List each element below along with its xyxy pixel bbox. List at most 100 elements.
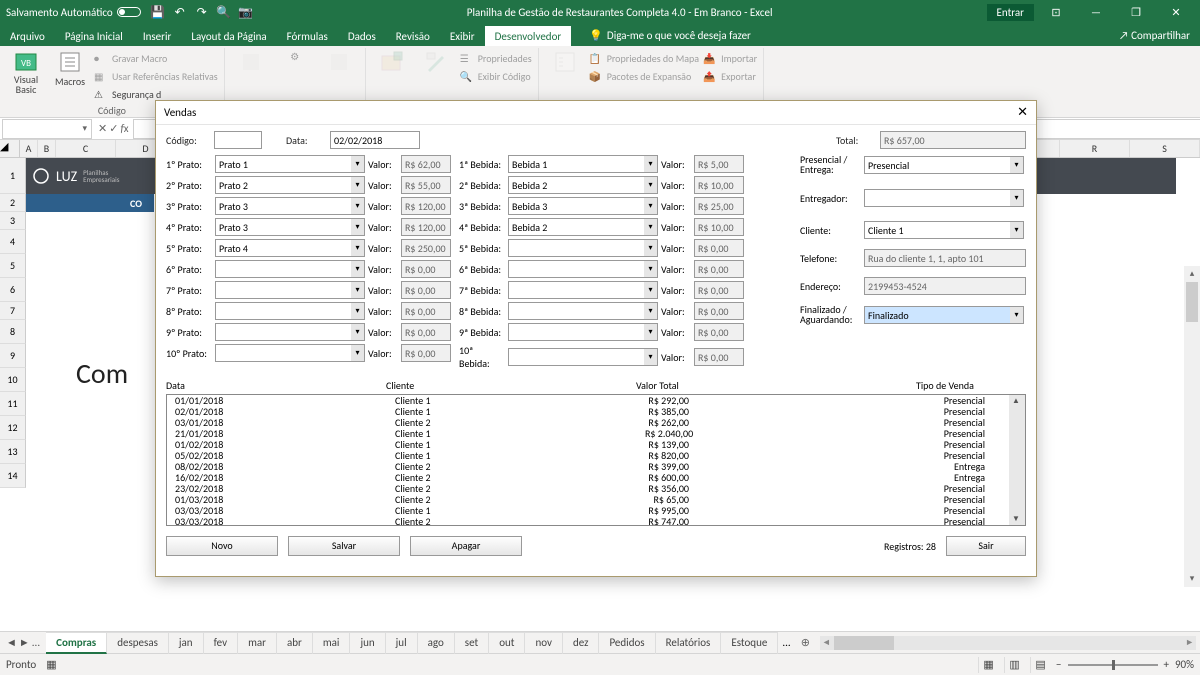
row-header[interactable]: 10	[0, 368, 26, 392]
maximize-icon[interactable]: ❐	[1118, 0, 1154, 24]
row-header[interactable]: 3	[0, 212, 26, 230]
chevron-down-icon[interactable]: ▾	[644, 281, 658, 299]
tell-me-search[interactable]: 💡 Diga-me o que você deseja fazer	[579, 25, 761, 46]
chevron-down-icon[interactable]: ▾	[644, 323, 658, 341]
minimize-icon[interactable]: —	[1078, 0, 1114, 24]
chevron-down-icon[interactable]: ▾	[644, 218, 658, 236]
visual-basic-button[interactable]: VB Visual Basic	[6, 50, 46, 103]
row-header[interactable]: 8	[0, 320, 26, 344]
prato-select[interactable]	[215, 323, 351, 341]
presencial-select[interactable]: Presencial	[864, 156, 1010, 174]
chevron-down-icon[interactable]: ▾	[644, 239, 658, 257]
bebida-select[interactable]	[508, 281, 644, 299]
tab-review[interactable]: Revisão	[386, 26, 440, 46]
chevron-down-icon[interactable]: ▾	[351, 323, 365, 341]
record-macro-button[interactable]: ⏺Gravar Macro	[94, 50, 218, 67]
list-item[interactable]: Entrega	[713, 461, 993, 472]
sheet-tab[interactable]: jun	[350, 632, 385, 654]
zoom-slider[interactable]	[1068, 664, 1158, 666]
sheet-tab[interactable]: abr	[277, 632, 313, 654]
tab-insert[interactable]: Inserir	[133, 26, 182, 46]
records-listbox[interactable]: 01/01/201802/01/201803/01/201821/01/2018…	[166, 394, 1026, 526]
bebida-select[interactable]: Bebida 2	[508, 218, 644, 236]
prato-select[interactable]	[215, 281, 351, 299]
chevron-down-icon[interactable]: ▾	[1010, 221, 1024, 239]
column-header[interactable]: S	[1130, 140, 1200, 157]
zoom-out-icon[interactable]: −	[1056, 658, 1061, 671]
row-header[interactable]: 7	[0, 302, 26, 320]
chevron-down-icon[interactable]: ▾	[351, 302, 365, 320]
row-header[interactable]: 11	[0, 392, 26, 416]
page-layout-icon[interactable]: ▥	[1004, 657, 1024, 673]
row-header[interactable]: 5	[0, 254, 26, 278]
redo-icon[interactable]: ↷	[195, 5, 209, 19]
chevron-down-icon[interactable]: ▾	[351, 281, 365, 299]
use-refs-button[interactable]: ▦Usar Referências Relativas	[94, 68, 218, 85]
sheet-tab[interactable]: mai	[313, 632, 351, 654]
prato-select[interactable]	[215, 302, 351, 320]
autosave-toggle[interactable]: Salvamento Automático	[6, 6, 141, 19]
tab-data[interactable]: Dados	[338, 26, 386, 46]
list-item[interactable]: Presencial	[713, 516, 993, 526]
save-icon[interactable]: 💾	[151, 5, 165, 19]
tab-layout[interactable]: Layout da Página	[181, 26, 276, 46]
undo-icon[interactable]: ↶	[173, 5, 187, 19]
novo-button[interactable]: Novo	[166, 536, 278, 556]
sheet-tab[interactable]: dez	[563, 632, 600, 654]
codigo-input[interactable]	[214, 131, 262, 149]
row-header[interactable]: 9	[0, 344, 26, 368]
zoom-value[interactable]: 90%	[1175, 658, 1194, 671]
row-header[interactable]: 6	[0, 278, 26, 302]
cancel-fx-icon[interactable]: ✕	[98, 122, 107, 135]
chevron-down-icon[interactable]: ▾	[644, 176, 658, 194]
page-break-icon[interactable]: ▤	[1030, 657, 1050, 673]
bebida-select[interactable]	[508, 302, 644, 320]
chevron-down-icon[interactable]: ▾	[644, 302, 658, 320]
chevron-down-icon[interactable]: ▾	[351, 155, 365, 173]
bebida-select[interactable]	[508, 239, 644, 257]
sheet-tab[interactable]: mar	[238, 632, 277, 654]
sheet-tab[interactable]: ago	[418, 632, 455, 654]
column-header[interactable]: C	[56, 140, 116, 157]
sheet-tab[interactable]: nov	[525, 632, 563, 654]
accept-fx-icon[interactable]: ✓	[109, 122, 118, 135]
bebida-select[interactable]	[508, 260, 644, 278]
row-header[interactable]: 14	[0, 464, 26, 488]
sheet-tab[interactable]: fev	[204, 632, 238, 654]
sheet-tab[interactable]: Estoque	[721, 632, 778, 654]
chevron-down-icon[interactable]: ▾	[1010, 156, 1024, 174]
column-header[interactable]: A	[20, 140, 38, 157]
sheet-tab[interactable]: jan	[169, 632, 204, 654]
finalizado-select[interactable]: Finalizado	[864, 306, 1010, 324]
normal-view-icon[interactable]: ▦	[978, 657, 998, 673]
chevron-down-icon[interactable]: ▾	[1010, 189, 1024, 207]
vertical-scrollbar[interactable]: ▴ ▾	[1184, 266, 1200, 587]
bebida-select[interactable]	[508, 348, 644, 366]
bebida-select[interactable]: Bebida 2	[508, 176, 644, 194]
close-dialog-icon[interactable]: ✕	[1017, 105, 1028, 120]
chevron-down-icon[interactable]: ▾	[351, 260, 365, 278]
chevron-down-icon[interactable]: ▾	[351, 176, 365, 194]
prato-select[interactable]: Prato 4	[215, 239, 351, 257]
row-header[interactable]: 13	[0, 440, 26, 464]
chevron-down-icon[interactable]: ▾	[351, 344, 365, 362]
tabs-more[interactable]: ...	[32, 636, 40, 649]
prato-select[interactable]	[215, 260, 351, 278]
chevron-down-icon[interactable]: ▾	[644, 348, 658, 366]
prato-select[interactable]: Prato 3	[215, 197, 351, 215]
tabs-more-right[interactable]: ...	[778, 636, 794, 649]
chevron-down-icon[interactable]: ▾	[644, 260, 658, 278]
sair-button[interactable]: Sair	[946, 536, 1026, 556]
chevron-down-icon[interactable]: ▾	[644, 197, 658, 215]
cliente-select[interactable]: Cliente 1	[864, 221, 1010, 239]
tab-home[interactable]: Página Inicial	[55, 26, 133, 46]
share-button[interactable]: ↗ Compartilhar	[1109, 25, 1200, 46]
ribbon-options-icon[interactable]: ⊡	[1038, 0, 1074, 24]
prato-select[interactable]: Prato 2	[215, 176, 351, 194]
list-item[interactable]: R$ 747,00	[637, 516, 697, 526]
tab-next-icon[interactable]: ►	[19, 636, 30, 649]
listbox-scrollbar[interactable]	[1009, 395, 1025, 525]
prato-select[interactable]	[215, 344, 351, 362]
prato-select[interactable]: Prato 3	[215, 218, 351, 236]
chevron-down-icon[interactable]: ▾	[644, 155, 658, 173]
